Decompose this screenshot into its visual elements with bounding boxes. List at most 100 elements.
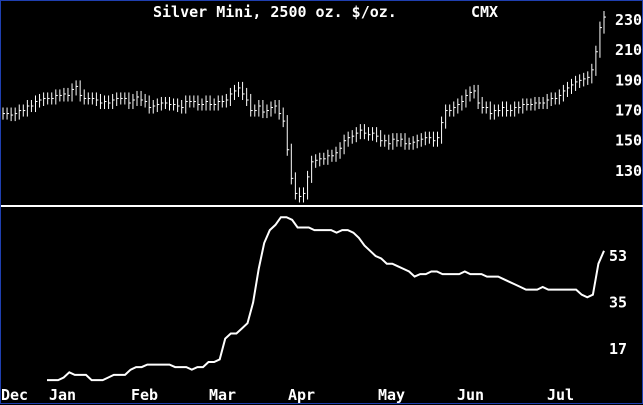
price-bar bbox=[469, 86, 472, 102]
x-tick-label: Apr bbox=[288, 386, 315, 404]
price-bar bbox=[579, 74, 582, 88]
price-bar bbox=[380, 130, 383, 147]
price-bar bbox=[331, 149, 334, 162]
price-bar bbox=[132, 93, 135, 110]
price-bar bbox=[355, 127, 359, 143]
x-tick-label: May bbox=[378, 386, 405, 404]
price-bar bbox=[87, 92, 91, 105]
price-bar bbox=[26, 99, 30, 117]
price-bar bbox=[392, 133, 395, 150]
price-bar bbox=[571, 78, 574, 94]
oscillator-tick-label: 17 bbox=[609, 340, 627, 358]
price-bars bbox=[2, 11, 606, 203]
price-bar bbox=[152, 99, 156, 114]
oscillator-tick-label: 53 bbox=[609, 247, 627, 265]
price-bar bbox=[242, 81, 245, 100]
price-bar bbox=[485, 101, 489, 114]
price-bar bbox=[359, 124, 363, 140]
price-bar bbox=[286, 115, 290, 156]
price-bar bbox=[298, 187, 302, 203]
price-bar bbox=[278, 99, 282, 120]
price-bar bbox=[246, 87, 249, 107]
price-bar bbox=[530, 98, 533, 111]
price-bar bbox=[120, 92, 123, 105]
price-bar bbox=[229, 87, 233, 107]
price-bar bbox=[518, 101, 521, 114]
price-bar bbox=[534, 96, 537, 111]
price-bar bbox=[164, 96, 168, 110]
price-bar bbox=[339, 142, 343, 159]
price-bar bbox=[510, 104, 513, 117]
price-bar bbox=[160, 96, 164, 111]
price-bar bbox=[290, 143, 294, 185]
price-bar bbox=[546, 93, 550, 110]
price-bar bbox=[412, 136, 416, 150]
price-bar bbox=[388, 134, 391, 150]
price-bar bbox=[591, 63, 594, 84]
price-bar bbox=[39, 93, 42, 108]
price-bar bbox=[514, 101, 517, 117]
x-tick-label: Jun bbox=[457, 386, 484, 404]
price-bar bbox=[335, 146, 338, 162]
oscillator-axis: 17 35 53 bbox=[609, 247, 627, 358]
price-bar bbox=[71, 83, 75, 102]
price-bar bbox=[465, 89, 468, 108]
price-bar bbox=[10, 107, 14, 122]
price-bar bbox=[47, 92, 50, 105]
price-bar bbox=[396, 133, 399, 147]
x-tick-label: Feb bbox=[131, 386, 158, 404]
price-bar bbox=[595, 45, 598, 76]
price-bar bbox=[99, 93, 103, 110]
price-tick-label: 150 bbox=[615, 132, 642, 150]
price-bar bbox=[225, 93, 229, 108]
price-bar bbox=[266, 104, 269, 119]
price-bar bbox=[282, 107, 286, 128]
price-bar bbox=[420, 133, 424, 147]
price-bar bbox=[562, 84, 566, 102]
price-bar bbox=[558, 89, 562, 105]
price-bar bbox=[343, 134, 347, 155]
price-bar bbox=[144, 93, 148, 108]
price-bar bbox=[367, 127, 371, 141]
price-bar bbox=[63, 87, 66, 102]
price-bar bbox=[30, 99, 34, 113]
price-bar bbox=[18, 104, 22, 120]
price-bar bbox=[424, 131, 428, 146]
price-bar bbox=[209, 95, 213, 111]
price-bar bbox=[51, 92, 54, 105]
price-bar bbox=[376, 127, 379, 143]
price-bar bbox=[270, 101, 274, 117]
price-tick-label: 190 bbox=[615, 71, 642, 89]
price-bar bbox=[168, 96, 172, 111]
price-bar bbox=[221, 95, 225, 108]
price-bar bbox=[550, 92, 554, 107]
price-bar bbox=[91, 92, 95, 105]
price-bar bbox=[384, 134, 387, 147]
price-bar bbox=[315, 154, 318, 168]
price-bar bbox=[112, 93, 115, 110]
x-tick-label: Mar bbox=[209, 386, 236, 404]
price-bar bbox=[542, 96, 546, 110]
price-bar bbox=[477, 84, 481, 110]
price-bar bbox=[554, 92, 558, 105]
price-bar bbox=[489, 101, 493, 120]
x-tick-label: Jan bbox=[49, 386, 76, 404]
oscillator-tick-label: 35 bbox=[609, 294, 627, 312]
price-bar bbox=[108, 95, 111, 110]
price-bar bbox=[59, 89, 62, 102]
price-bar bbox=[22, 104, 26, 117]
price-bar bbox=[501, 101, 505, 117]
price-bar bbox=[351, 130, 355, 144]
price-bar bbox=[55, 89, 58, 105]
price-tick-label: 230 bbox=[615, 11, 642, 29]
price-bar bbox=[303, 187, 306, 203]
x-axis: Dec Jan Feb Mar Apr May Jun Jul bbox=[1, 386, 574, 404]
price-bar bbox=[575, 75, 578, 91]
price-bar bbox=[217, 95, 221, 111]
price-bar bbox=[201, 98, 204, 111]
price-bar bbox=[116, 92, 119, 107]
price-bar bbox=[311, 155, 314, 183]
price-bar bbox=[416, 134, 420, 149]
